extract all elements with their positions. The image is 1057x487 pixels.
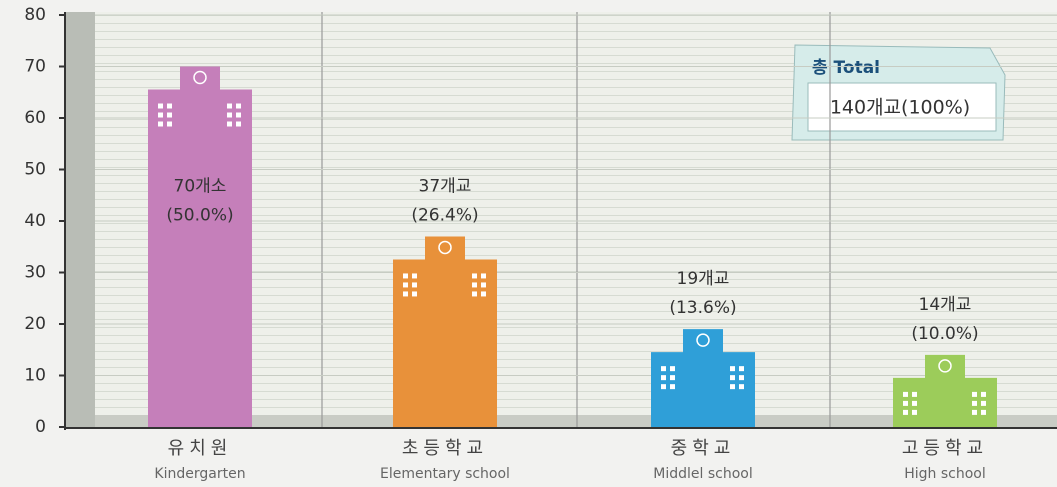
window	[227, 103, 232, 109]
bar	[148, 66, 252, 427]
total-box: 총 Total 140개교(100%)	[791, 44, 1006, 141]
bar	[651, 329, 755, 427]
window	[412, 273, 417, 279]
window	[903, 409, 908, 415]
x-tick-label-en: Middlel school	[653, 466, 752, 482]
window	[158, 112, 163, 118]
x-tick-label-en: High school	[904, 466, 986, 482]
share-label: (10.0%)	[911, 324, 978, 344]
window	[661, 375, 666, 381]
window	[227, 121, 232, 127]
window	[167, 121, 172, 127]
window	[730, 366, 735, 372]
y-tick-label: 50	[24, 160, 46, 180]
window	[661, 366, 666, 372]
window	[472, 273, 477, 279]
value-label: 37개교	[419, 176, 472, 196]
share-label: (50.0%)	[166, 206, 233, 226]
x-tick-label: 고등학교	[902, 438, 988, 459]
window	[158, 103, 163, 109]
window	[730, 375, 735, 381]
y-tick-label: 0	[35, 417, 46, 437]
window	[236, 103, 241, 109]
window	[912, 409, 917, 415]
window	[981, 391, 986, 397]
window	[912, 400, 917, 406]
y-tick-label: 10	[24, 366, 46, 386]
bar	[393, 236, 497, 427]
floor	[95, 415, 1057, 427]
window	[472, 282, 477, 288]
window	[739, 375, 744, 381]
clock	[193, 70, 207, 85]
total-value: 140개교(100%)	[830, 97, 970, 119]
x-tick-label: 중학교	[671, 438, 736, 459]
clock	[938, 359, 952, 373]
y-tick-label: 20	[24, 314, 46, 334]
total-title: 총 Total	[812, 58, 880, 78]
window	[236, 112, 241, 118]
window	[481, 273, 486, 279]
x-tick-label: 초등학교	[402, 438, 488, 459]
window	[236, 121, 241, 127]
share-label: (26.4%)	[411, 205, 478, 225]
clock	[696, 333, 710, 347]
clock	[438, 240, 452, 255]
window	[227, 112, 232, 118]
window	[670, 375, 675, 381]
window	[981, 409, 986, 415]
window	[472, 291, 477, 297]
window	[981, 400, 986, 406]
window	[412, 282, 417, 288]
x-tick-label-en: Kindergarten	[154, 466, 245, 482]
value-label: 70개소	[174, 177, 227, 197]
window	[972, 400, 977, 406]
window	[670, 366, 675, 372]
window	[739, 366, 744, 372]
window	[661, 384, 666, 390]
window	[403, 273, 408, 279]
value-label: 19개교	[677, 269, 730, 289]
window	[481, 282, 486, 288]
y-tick-label: 40	[24, 211, 46, 231]
window	[412, 291, 417, 297]
window	[972, 409, 977, 415]
window	[730, 384, 735, 390]
value-label: 14개교	[919, 295, 972, 315]
window	[158, 121, 163, 127]
window	[481, 291, 486, 297]
x-tick-label-en: Elementary school	[380, 466, 510, 482]
left-wall	[65, 12, 95, 427]
share-label: (13.6%)	[669, 298, 736, 318]
window	[670, 384, 675, 390]
y-tick-label: 70	[24, 57, 46, 77]
window	[972, 391, 977, 397]
x-tick-label: 유치원	[168, 438, 233, 459]
window	[167, 112, 172, 118]
window	[903, 400, 908, 406]
y-tick-label: 60	[24, 108, 46, 128]
window	[912, 391, 917, 397]
window	[903, 391, 908, 397]
y-tick-label: 30	[24, 263, 46, 283]
window	[167, 103, 172, 109]
y-tick-label: 80	[24, 5, 46, 25]
window	[403, 291, 408, 297]
window	[403, 282, 408, 288]
window	[739, 384, 744, 390]
bar	[893, 354, 997, 427]
